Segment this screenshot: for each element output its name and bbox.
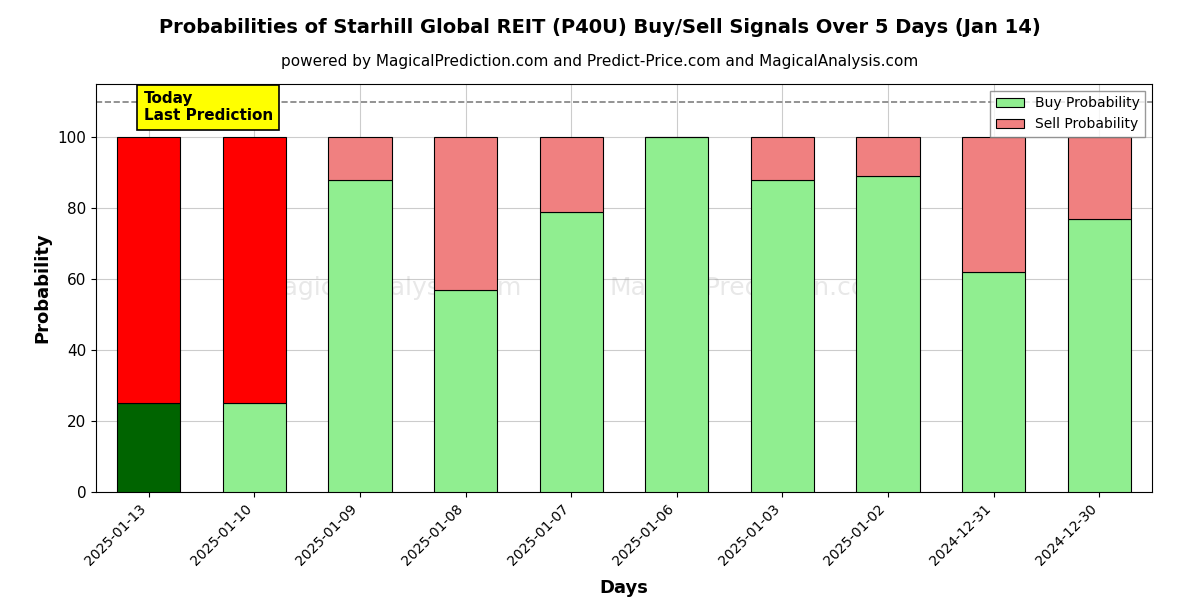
Text: powered by MagicalPrediction.com and Predict-Price.com and MagicalAnalysis.com: powered by MagicalPrediction.com and Pre…: [281, 54, 919, 69]
Bar: [118, 137, 180, 403]
Text: MagicalPrediction.com: MagicalPrediction.com: [610, 276, 892, 300]
Text: Today
Last Prediction: Today Last Prediction: [144, 91, 272, 124]
Bar: [962, 137, 1025, 272]
Bar: [751, 137, 814, 180]
Bar: [857, 137, 919, 176]
Bar: [118, 403, 180, 492]
Bar: [434, 290, 497, 492]
Bar: [540, 212, 602, 492]
X-axis label: Days: Days: [600, 580, 648, 598]
Bar: [434, 137, 497, 290]
Bar: [962, 272, 1025, 492]
Bar: [329, 137, 391, 180]
Bar: [646, 137, 708, 492]
Y-axis label: Probability: Probability: [34, 233, 52, 343]
Bar: [540, 137, 602, 212]
Text: MagicalAnalysis.com: MagicalAnalysis.com: [262, 276, 522, 300]
Bar: [329, 180, 391, 492]
Bar: [857, 176, 919, 492]
Bar: [223, 137, 286, 403]
Bar: [1068, 219, 1130, 492]
Legend: Buy Probability, Sell Probability: Buy Probability, Sell Probability: [990, 91, 1145, 137]
Text: Probabilities of Starhill Global REIT (P40U) Buy/Sell Signals Over 5 Days (Jan 1: Probabilities of Starhill Global REIT (P…: [160, 18, 1040, 37]
Bar: [751, 180, 814, 492]
Bar: [1068, 137, 1130, 219]
Bar: [223, 403, 286, 492]
